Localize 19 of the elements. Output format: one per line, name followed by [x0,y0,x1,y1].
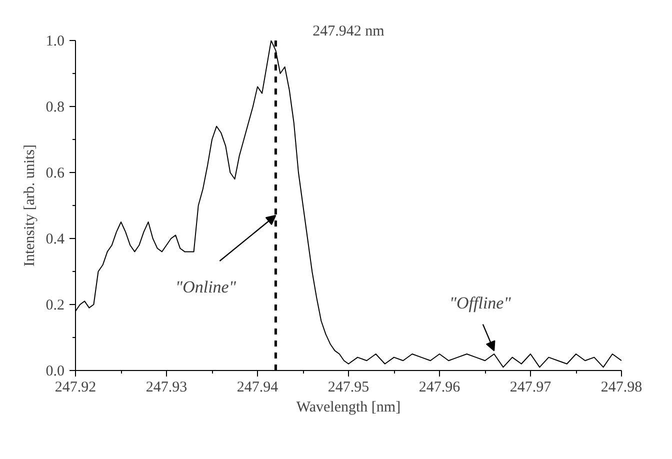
y-tick-label: 0.4 [46,232,65,248]
x-tick-label: 247.95 [328,380,370,396]
y-tick-label: 0.2 [46,298,64,314]
x-tick-label: 247.97 [510,380,552,396]
y-tick-label: 1.0 [46,34,64,50]
y-axis-title: Intensity [arb. units] [22,144,38,267]
x-tick-label: 247.98 [600,380,642,396]
x-tick-label: 247.92 [54,380,96,396]
y-tick-label: 0.8 [46,100,64,116]
annotation: "Online" [175,277,237,296]
annotation: "Offline" [449,294,512,313]
y-tick-label: 0.6 [46,166,65,182]
x-tick-label: 247.96 [418,380,461,396]
ref-line-label: 247.942 nm [312,24,385,40]
x-tick-label: 247.94 [236,380,279,396]
x-tick-label: 247.93 [146,380,188,396]
x-axis-title: Wavelength [nm] [296,400,401,416]
y-tick-label: 0.0 [46,364,64,380]
line-series [76,40,622,368]
